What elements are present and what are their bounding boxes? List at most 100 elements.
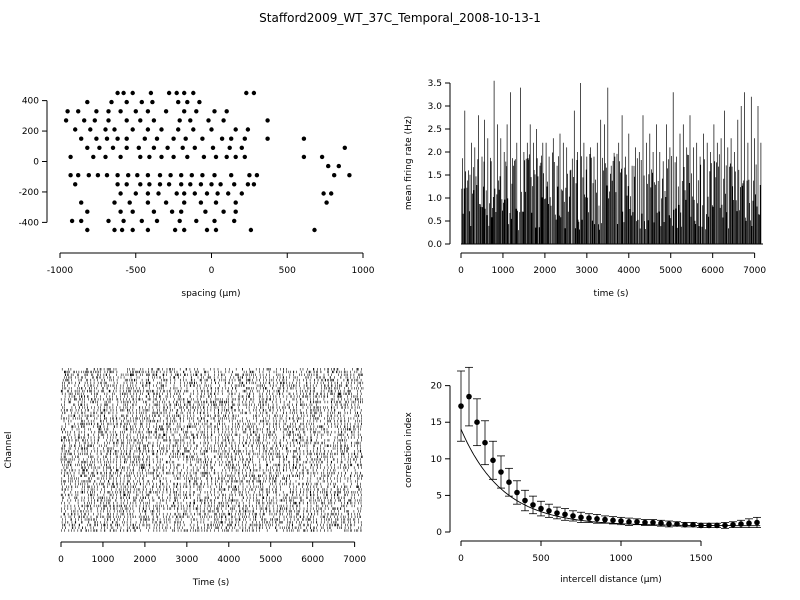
correlation-point	[458, 403, 464, 409]
electrode-point	[159, 127, 164, 132]
electrode-point	[136, 145, 141, 150]
electrode-point	[163, 200, 169, 205]
electrode-point	[319, 154, 325, 160]
electrode-point	[233, 154, 238, 160]
raster-x-tick-label: 5000	[259, 555, 282, 565]
raster-x-tick-label: 2000	[133, 555, 156, 565]
correlation-point	[594, 516, 600, 522]
electrode-point	[212, 218, 217, 224]
electrode-point	[212, 173, 217, 178]
electrode-point	[106, 109, 111, 114]
electrode-point	[165, 145, 170, 150]
electrode-point	[145, 227, 151, 233]
electrode-point	[194, 218, 199, 224]
electrode-point	[265, 118, 270, 123]
firing-rate-line	[461, 80, 762, 244]
raster-xlabel: Time (s)	[192, 578, 230, 588]
electrode-point	[115, 182, 120, 187]
electrode-point	[118, 109, 123, 114]
firing-rate-x-tick-label: 7000	[743, 266, 766, 276]
electrode-point	[215, 191, 220, 196]
correlation-y-tick-label: 0	[436, 528, 442, 538]
electrode-point	[130, 127, 135, 132]
electrode-point	[130, 227, 135, 233]
firing-rate-x-tick-label: 4000	[617, 266, 640, 276]
electrode-point	[130, 90, 135, 96]
positions-panel: -1000 -500 0 500 1000 -400 -200 0 200 400 spacing…	[19, 90, 375, 299]
electrode-point	[239, 191, 244, 196]
correlation-point	[490, 457, 496, 464]
electrode-point	[138, 182, 143, 187]
correlation-point	[690, 521, 696, 528]
raster-spikes	[60, 368, 364, 532]
electrode-point	[179, 209, 184, 214]
correlation-y-tick-label: 10	[431, 455, 443, 465]
electrode-point	[103, 154, 108, 160]
firing-rate-trace	[461, 80, 763, 245]
electrode-point	[221, 209, 226, 214]
firing-rate-x-tick-label: 5000	[659, 266, 682, 276]
correlation-point	[738, 521, 744, 527]
raster-spike-marks	[60, 368, 364, 532]
electrode-point	[212, 109, 217, 114]
electrode-point	[191, 90, 196, 96]
electrode-point	[185, 99, 190, 105]
firing-rate-y-tick-label: 3.5	[428, 79, 442, 89]
electrode-point	[157, 173, 163, 178]
firing-rate-y-tick-label: 2.5	[428, 125, 442, 135]
positions-xlabel: spacing (µm)	[181, 289, 240, 299]
correlation-point	[466, 393, 472, 400]
electrode-point	[103, 127, 108, 132]
electrode-point	[65, 109, 70, 114]
electrode-point	[172, 227, 178, 233]
electrode-point	[242, 136, 247, 141]
electrode-point	[221, 118, 226, 123]
electrode-point	[245, 127, 251, 132]
electrode-point	[95, 173, 101, 178]
electrode-point	[151, 209, 157, 214]
electrode-point	[118, 209, 123, 214]
electrode-point	[226, 191, 231, 196]
electrode-point	[85, 99, 90, 105]
electrode-point	[321, 191, 326, 196]
positions-x-tick-label: -1000	[47, 266, 73, 276]
electrode-point	[312, 227, 317, 233]
electrode-point	[209, 127, 214, 132]
electrode-point	[124, 145, 129, 150]
electrode-point	[124, 136, 129, 141]
electrode-point	[203, 209, 208, 214]
correlation-point	[698, 522, 704, 529]
electrode-point	[85, 209, 90, 214]
electrode-point	[232, 218, 237, 224]
electrode-point	[232, 182, 237, 187]
electrode-point	[324, 200, 329, 205]
firing-rate-ylabel: mean firing rate (Hz)	[404, 116, 414, 210]
electrode-point	[347, 173, 352, 178]
correlation-point	[586, 515, 592, 521]
electrode-point	[106, 118, 111, 123]
electrode-point	[183, 136, 188, 141]
positions-y-tick-label: -400	[19, 218, 40, 228]
electrode-point	[150, 99, 155, 105]
correlation-x-tick-label: 1500	[690, 554, 713, 564]
electrode-point	[210, 145, 216, 150]
correlation-y-tick-label: 5	[436, 491, 442, 501]
correlation-x-tick-label: 1000	[610, 554, 633, 564]
correlation-y-tick-label: 20	[431, 382, 443, 392]
electrode-point	[73, 182, 78, 187]
electrode-point	[73, 127, 78, 132]
electrode-point	[97, 145, 102, 150]
electrode-point	[145, 191, 151, 196]
electrode-point	[133, 191, 138, 196]
correlation-x-tick-label: 0	[458, 554, 464, 564]
figure-title: Stafford2009_WT_37C_Temporal_2008-10-13-…	[259, 11, 541, 25]
electrode-point	[182, 200, 187, 205]
electrode-point	[130, 209, 135, 214]
electrode-point	[68, 154, 73, 160]
electrode-point	[106, 218, 111, 224]
firing-rate-y-tick-label: 2.0	[428, 148, 443, 158]
electrode-point	[182, 191, 187, 196]
electrode-point	[118, 154, 123, 160]
electrode-point	[118, 191, 123, 196]
electrode-point	[198, 182, 204, 187]
